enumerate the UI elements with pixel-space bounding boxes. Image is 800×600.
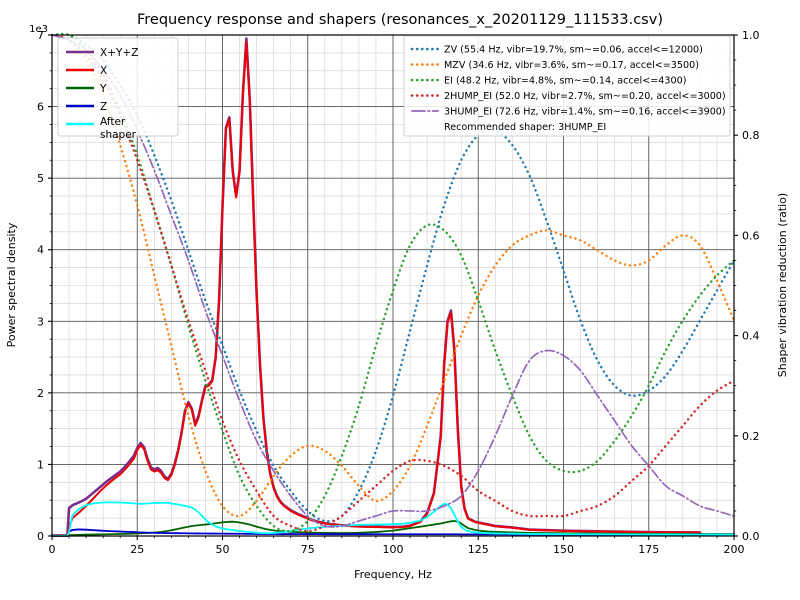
page-title: Frequency response and shapers (resonanc…	[137, 12, 663, 28]
shaper-line-2hump-ei	[50, 33, 736, 533]
shaper-legend-item-3hump-ei[interactable]: 3HUMP_EI (72.6 Hz, vibr=1.4%, sm~=0.16, …	[411, 107, 726, 118]
series-line-after-shaper	[51, 501, 735, 537]
legend-item-x[interactable]: X	[66, 65, 107, 77]
shaper-series-layer	[50, 32, 736, 533]
shaper-legend-label: ZV (55.4 Hz, vibr=19.7%, sm~=0.06, accel…	[444, 45, 703, 56]
legend-label: X+Y+Z	[100, 47, 138, 59]
y-right-tick-label: 0.8	[742, 129, 760, 142]
y-right-tick-label: 0.0	[742, 530, 760, 543]
y-tick-label: 5	[37, 172, 44, 185]
x-axis-label: Frequency, Hz	[354, 568, 432, 581]
shaper-line-ei	[50, 32, 736, 533]
shaper-legend-label: 2HUMP_EI (52.0 Hz, vibr=2.7%, sm~=0.20, …	[444, 91, 726, 102]
y-right-tick-label: 0.2	[742, 430, 760, 443]
series-line-x	[51, 41, 701, 537]
legend-label: shaper	[100, 129, 137, 141]
y-right-tick-label: 0.4	[742, 330, 760, 343]
legend-label: Z	[100, 101, 107, 113]
shaper-legend-label: MZV (34.6 Hz, vibr=3.6%, sm~=0.17, accel…	[444, 60, 699, 71]
y-right-tick-label: 0.6	[742, 229, 760, 242]
recommended-shaper-note: Recommended shaper: 3HUMP_EI	[444, 122, 606, 133]
legend-item-z[interactable]: Z	[66, 101, 107, 113]
axis-ticks: 0 25 50 75 100 125 150 175 200 0 1 2 3 4 5 6 7 0.0 0.2 0.4 0…	[37, 29, 760, 556]
x-tick-label: 50	[216, 543, 230, 556]
y-axis-offset-text: 1e3	[29, 24, 48, 35]
x-tick-label: 75	[301, 543, 315, 556]
shaper-legend-item-2hump-ei[interactable]: 2HUMP_EI (52.0 Hz, vibr=2.7%, sm~=0.20, …	[410, 91, 726, 102]
x-tick-label: 175	[638, 543, 659, 556]
shaper-legend-item-zv[interactable]: ZV (55.4 Hz, vibr=19.7%, sm~=0.06, accel…	[410, 45, 703, 56]
data-series-layer	[50, 37, 735, 537]
legend-item-y[interactable]: Y	[66, 83, 107, 95]
shaper-legend-item-ei[interactable]: EI (48.2 Hz, vibr=4.8%, sm~=0.14, accel<…	[410, 76, 686, 87]
legend-label: X	[100, 65, 107, 77]
shaper-legend-label: 3HUMP_EI (72.6 Hz, vibr=1.4%, sm~=0.16, …	[444, 107, 726, 118]
y-axis-label: Power spectral density	[5, 222, 18, 347]
shaper-legend[interactable]: ZV (55.4 Hz, vibr=19.7%, sm~=0.06, accel…	[403, 35, 731, 137]
legend-item-x-y-z[interactable]: X+Y+Z	[66, 47, 138, 59]
legend-label: Y	[99, 83, 107, 95]
y-tick-label: 6	[37, 101, 44, 114]
x-tick-label: 25	[130, 543, 144, 556]
legend-label: After	[100, 116, 126, 128]
shaper-legend-label: EI (48.2 Hz, vibr=4.8%, sm~=0.14, accel<…	[444, 76, 686, 87]
x-tick-label: 0	[49, 543, 56, 556]
x-tick-label: 150	[553, 543, 574, 556]
y-right-tick-label: 1.0	[742, 29, 760, 42]
y-tick-label: 0	[37, 530, 44, 543]
series-line-z	[51, 528, 735, 537]
y-tick-label: 2	[37, 387, 44, 400]
y-tick-label: 4	[37, 244, 44, 257]
y-axis-right-label: Shaper vibration reduction (ratio)	[776, 193, 789, 377]
shaper-line-3hump-ei	[51, 34, 735, 528]
y-tick-label: 3	[37, 315, 44, 328]
x-tick-label: 125	[468, 543, 489, 556]
y-tick-label: 7	[37, 29, 44, 42]
shaper-legend-item-mzv[interactable]: MZV (34.6 Hz, vibr=3.6%, sm~=0.17, accel…	[410, 60, 699, 71]
x-tick-label: 100	[383, 543, 404, 556]
x-tick-label: 200	[724, 543, 745, 556]
shaper-line-zv	[50, 33, 736, 523]
y-tick-label: 1	[37, 458, 44, 471]
